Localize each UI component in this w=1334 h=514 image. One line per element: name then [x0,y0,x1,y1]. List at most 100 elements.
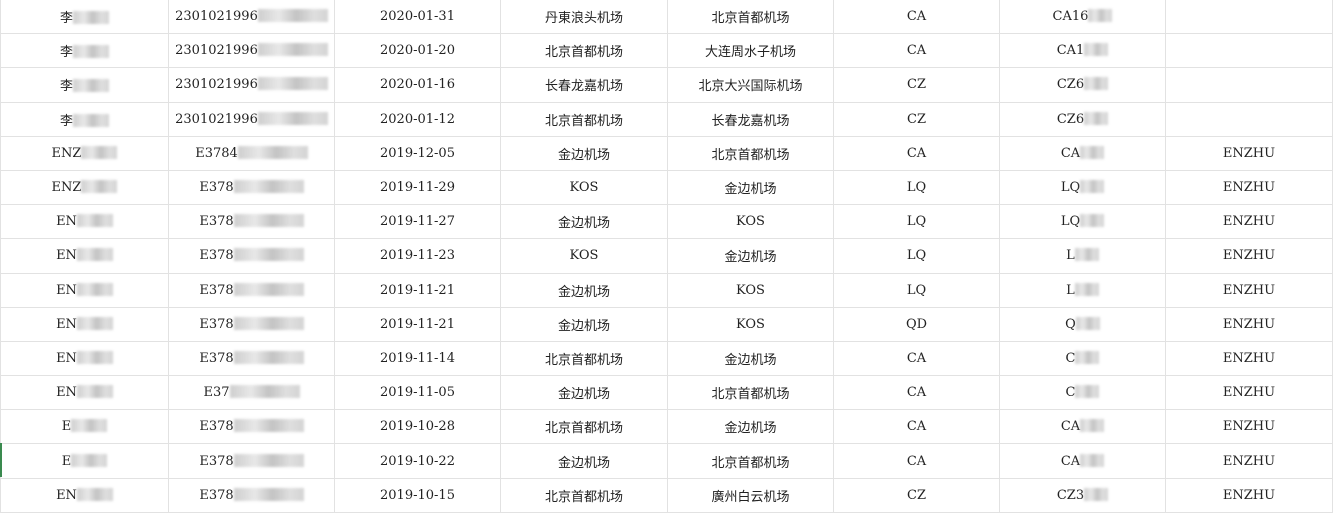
cell-pax[interactable]: ENZHU [1165,135,1333,171]
cell-date[interactable]: 2019-11-21 [334,272,501,308]
cell-pax[interactable]: ENZHU [1165,169,1333,206]
cell-to[interactable]: 金边机场 [667,409,834,445]
cell-date[interactable]: 2019-10-28 [334,409,501,445]
cell-airline[interactable]: QD [833,306,1000,342]
cell-id[interactable]: E378 [168,306,335,342]
cell-from[interactable]: 北京首都机场 [500,477,668,513]
cell-pax[interactable]: ENZHU [1165,306,1333,342]
cell-airline[interactable]: LQ [833,238,1000,274]
cell-date[interactable]: 2019-10-15 [334,477,501,513]
cell-to[interactable]: 北京首都机场 [667,375,834,411]
cell-to[interactable]: 金边机场 [667,238,834,274]
cell-flight[interactable]: L [999,238,1166,274]
cell-flight[interactable]: C [999,375,1166,411]
cell-date[interactable]: 2020-01-20 [334,33,501,69]
cell-to[interactable]: KOS [667,204,834,240]
cell-id[interactable]: E3784 [168,135,335,171]
cell-airline[interactable]: CZ [833,67,1000,103]
cell-to[interactable]: 大连周水子机场 [667,33,834,69]
cell-airline[interactable]: CA [833,33,1000,69]
cell-pax[interactable]: ENZHU [1165,477,1333,513]
cell-flight[interactable]: CA [999,135,1166,171]
cell-pax[interactable] [1165,0,1333,35]
cell-flight[interactable]: CZ6 [999,67,1166,103]
cell-pax[interactable]: ENZHU [1165,340,1333,377]
cell-to[interactable]: 金边机场 [667,340,834,377]
cell-name[interactable]: 李 [0,67,169,103]
cell-name[interactable]: E [0,409,169,445]
cell-pax[interactable] [1165,67,1333,103]
cell-airline[interactable]: CA [833,443,1000,479]
cell-name[interactable]: EN [0,272,169,308]
cell-date[interactable]: 2020-01-31 [334,0,501,35]
cell-airline[interactable]: CA [833,135,1000,171]
cell-from[interactable]: KOS [500,169,668,206]
cell-name[interactable]: EN [0,375,169,411]
cell-date[interactable]: 2019-11-23 [334,238,501,274]
cell-date[interactable]: 2019-11-14 [334,340,501,377]
cell-airline[interactable]: LQ [833,272,1000,308]
cell-to[interactable]: 金边机场 [667,169,834,206]
cell-to[interactable]: 北京首都机场 [667,135,834,171]
cell-flight[interactable]: LQ [999,204,1166,240]
cell-name[interactable]: ENZ [0,169,169,206]
cell-flight[interactable]: CZ3 [999,477,1166,513]
cell-name[interactable]: 李 [0,0,169,35]
cell-pax[interactable]: ENZHU [1165,409,1333,445]
cell-from[interactable]: 北京首都机场 [500,33,668,69]
cell-airline[interactable]: LQ [833,204,1000,240]
cell-flight[interactable]: CA16 [999,0,1166,35]
cell-id[interactable]: 2301021996 [168,67,335,103]
cell-from[interactable]: 金边机场 [500,204,668,240]
cell-from[interactable]: 金边机场 [500,272,668,308]
cell-from[interactable]: 金边机场 [500,135,668,171]
cell-pax[interactable] [1165,101,1333,137]
cell-flight[interactable]: CA [999,443,1166,479]
cell-to[interactable]: KOS [667,272,834,308]
cell-date[interactable]: 2019-11-21 [334,306,501,342]
cell-to[interactable]: 北京首都机场 [667,0,834,35]
cell-flight[interactable]: LQ [999,169,1166,206]
cell-to[interactable]: 北京首都机场 [667,443,834,479]
cell-from[interactable]: 丹東浪头机场 [500,0,668,35]
cell-pax[interactable]: ENZHU [1165,272,1333,308]
cell-date[interactable]: 2019-12-05 [334,135,501,171]
cell-airline[interactable]: CZ [833,101,1000,137]
cell-pax[interactable] [1165,33,1333,69]
cell-date[interactable]: 2019-11-05 [334,375,501,411]
cell-id[interactable]: 2301021996 [168,33,335,69]
cell-pax[interactable]: ENZHU [1165,443,1333,479]
cell-id[interactable]: E378 [168,204,335,240]
cell-name[interactable]: E [0,443,169,479]
cell-from[interactable]: 北京首都机场 [500,340,668,377]
cell-pax[interactable]: ENZHU [1165,238,1333,274]
cell-id[interactable]: E37 [168,375,335,411]
cell-from[interactable]: 北京首都机场 [500,409,668,445]
cell-flight[interactable]: L [999,272,1166,308]
cell-name[interactable]: ENZ [0,135,169,171]
cell-id[interactable]: 2301021996 [168,101,335,137]
cell-id[interactable]: E378 [168,409,335,445]
cell-flight[interactable]: CA [999,409,1166,445]
cell-id[interactable]: E378 [168,443,335,479]
cell-from[interactable]: 金边机场 [500,306,668,342]
cell-date[interactable]: 2019-11-29 [334,169,501,206]
cell-airline[interactable]: CZ [833,477,1000,513]
cell-date[interactable]: 2020-01-16 [334,67,501,103]
cell-date[interactable]: 2019-11-27 [334,204,501,240]
cell-flight[interactable]: Q [999,306,1166,342]
cell-name[interactable]: 李 [0,101,169,137]
cell-to[interactable]: 北京大兴国际机场 [667,67,834,103]
cell-from[interactable]: 长春龙嘉机场 [500,67,668,103]
cell-date[interactable]: 2019-10-22 [334,443,501,479]
cell-date[interactable]: 2020-01-12 [334,101,501,137]
cell-flight[interactable]: CZ6 [999,101,1166,137]
cell-airline[interactable]: LQ [833,169,1000,206]
cell-flight[interactable]: C [999,340,1166,377]
cell-id[interactable]: E378 [168,477,335,513]
cell-flight[interactable]: CA1 [999,33,1166,69]
cell-name[interactable]: EN [0,204,169,240]
cell-from[interactable]: 北京首都机场 [500,101,668,137]
cell-from[interactable]: KOS [500,238,668,274]
cell-airline[interactable]: CA [833,375,1000,411]
